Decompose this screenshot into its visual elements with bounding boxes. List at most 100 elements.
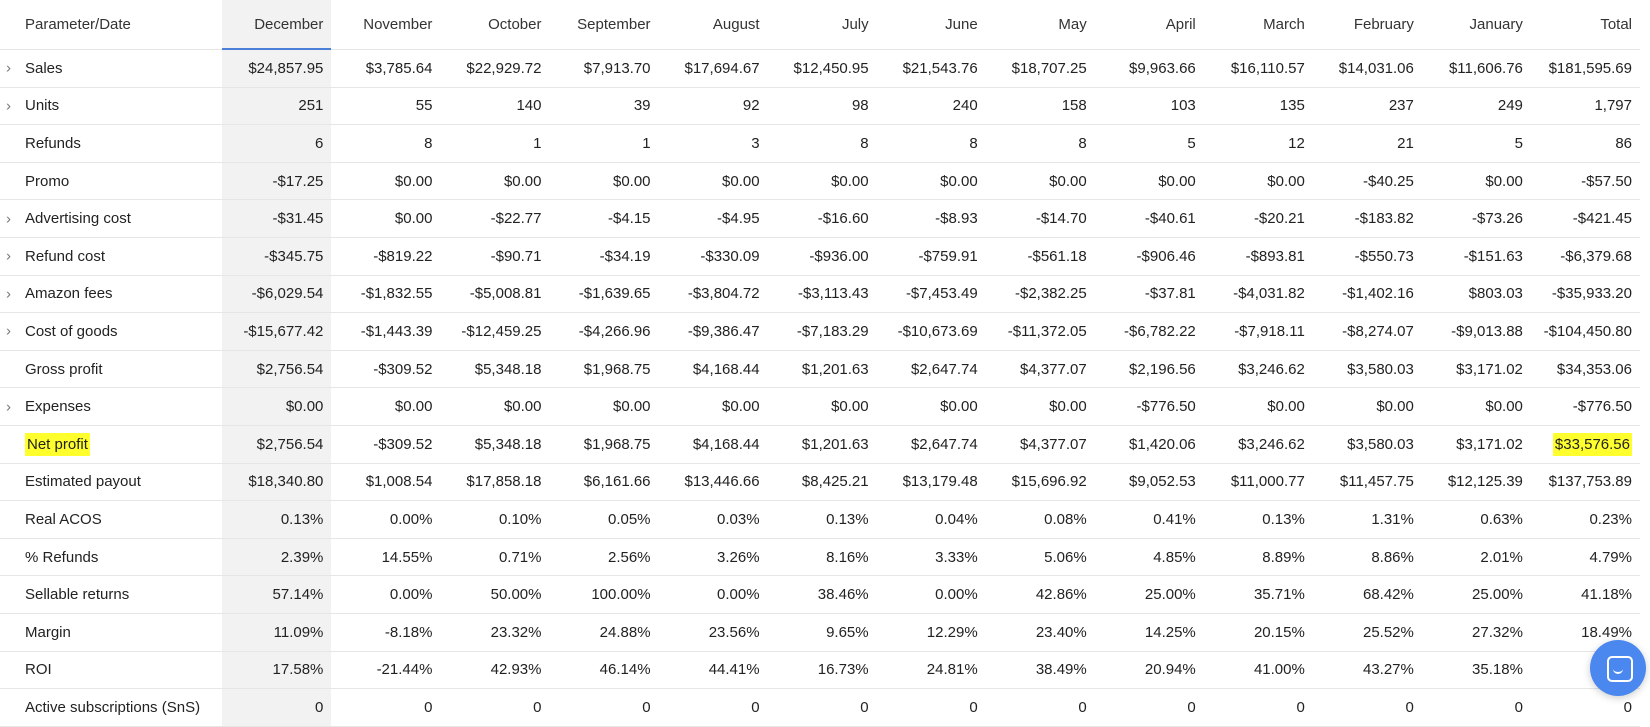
cell-value: -21.44% xyxy=(376,661,433,679)
cell-value: -$6,782.22 xyxy=(1124,322,1196,340)
cell-october: 0 xyxy=(440,688,550,727)
row-label-text: Active subscriptions (SnS) xyxy=(25,698,201,716)
cell-value: -$776.50 xyxy=(1136,398,1196,416)
row-label[interactable]: › Advertising cost xyxy=(0,199,223,238)
table-row-cost-of-goods[interactable]: › Cost of goods -$15,677.42 -$1,443.39 -$12,… xyxy=(0,312,1640,351)
column-header-january[interactable]: January xyxy=(1421,0,1531,50)
cell-february: 68.42% xyxy=(1312,575,1422,614)
cell-value: 3 xyxy=(751,134,760,152)
cell-february: $3,580.03 xyxy=(1312,350,1422,389)
cell-value: 38.49% xyxy=(1035,661,1087,679)
cell-value: -$3,804.72 xyxy=(687,285,760,303)
table-row-active-subscriptions-sns: Active subscriptions (SnS) 0 0 0 0 0 0 0 0 0 0 0 0 0 xyxy=(0,688,1640,727)
column-header-july[interactable]: July xyxy=(767,0,877,50)
cell-march: 8.89% xyxy=(1203,538,1313,577)
row-label[interactable]: › Expenses xyxy=(0,387,223,426)
cell-may: 38.49% xyxy=(985,651,1095,690)
cell-value: $6,161.66 xyxy=(583,473,651,491)
table-row-estimated-payout: Estimated payout $18,340.80 $1,008.54 $17,8… xyxy=(0,463,1640,502)
cell-august: $0.00 xyxy=(658,387,768,426)
cell-value: 158 xyxy=(1061,97,1087,115)
cell-value: $1,201.63 xyxy=(801,435,869,453)
row-label[interactable]: › Units xyxy=(0,87,223,126)
cell-value: -$15,677.42 xyxy=(243,322,324,340)
cell-total: $34,353.06 xyxy=(1530,350,1640,389)
cell-value: -$16.60 xyxy=(817,210,869,228)
cell-november: -$1,832.55 xyxy=(331,275,441,314)
cell-value: 98 xyxy=(851,97,869,115)
cell-value: 2.01% xyxy=(1480,548,1523,566)
table-row-expenses[interactable]: › Expenses $0.00 $0.00 $0.00 $0.00 $0.00 $0.00 $… xyxy=(0,387,1640,426)
cell-value: $0.00 xyxy=(612,398,651,416)
column-header-september[interactable]: September xyxy=(549,0,659,50)
table-row-units[interactable]: › Units 251 55 140 39 92 98 240 158 103 135 237 249 1,… xyxy=(0,87,1640,126)
cell-value: 20.15% xyxy=(1253,623,1305,641)
cell-value: 0 xyxy=(1187,698,1196,716)
cell-value: $9,052.53 xyxy=(1129,473,1196,491)
cell-february: 1.31% xyxy=(1312,500,1422,539)
cell-total: -$776.50 xyxy=(1530,387,1640,426)
cell-april: 103 xyxy=(1094,87,1204,126)
cell-may: 5.06% xyxy=(985,538,1095,577)
column-header-february[interactable]: February xyxy=(1312,0,1422,50)
row-label[interactable]: › Amazon fees xyxy=(0,275,223,314)
table-row-refund-cost[interactable]: › Refund cost -$345.75 -$819.22 -$90.71 -$34.… xyxy=(0,237,1640,276)
cell-value: $0.00 xyxy=(503,398,542,416)
table-row-amazon-fees[interactable]: › Amazon fees -$6,029.54 -$1,832.55 -$5,008.… xyxy=(0,275,1640,314)
table-row-advertising-cost[interactable]: › Advertising cost -$31.45 $0.00 -$22.77 -$4.… xyxy=(0,199,1640,238)
table-row-sales[interactable]: › Sales $24,857.95 $3,785.64 $22,929.72 $7,91… xyxy=(0,49,1640,88)
cell-value: 35.71% xyxy=(1253,586,1305,604)
cell-total: -$57.50 xyxy=(1530,162,1640,201)
column-header-october[interactable]: October xyxy=(440,0,550,50)
cell-june: 0.00% xyxy=(876,575,986,614)
cell-january: 0.63% xyxy=(1421,500,1531,539)
cell-january: $11,606.76 xyxy=(1421,49,1531,88)
column-header-june[interactable]: June xyxy=(876,0,986,50)
column-header-december[interactable]: December xyxy=(222,0,332,50)
cell-november: $1,008.54 xyxy=(331,463,441,502)
cell-may: $0.00 xyxy=(985,387,1095,426)
cell-august: 23.56% xyxy=(658,613,768,652)
cell-may: -$2,382.25 xyxy=(985,275,1095,314)
cell-march: $3,246.62 xyxy=(1203,425,1313,464)
chevron-right-icon[interactable]: › xyxy=(6,285,11,303)
cell-value: 5.06% xyxy=(1044,548,1087,566)
cell-value: 0 xyxy=(642,698,651,716)
row-label[interactable]: › Cost of goods xyxy=(0,312,223,351)
chevron-right-icon[interactable]: › xyxy=(6,210,11,228)
column-header-april[interactable]: April xyxy=(1094,0,1204,50)
cell-value: 0 xyxy=(424,698,433,716)
row-label[interactable]: › Refund cost xyxy=(0,237,223,276)
cell-march: $11,000.77 xyxy=(1203,463,1313,502)
cell-june: $21,543.76 xyxy=(876,49,986,88)
cell-value: $0.00 xyxy=(1049,398,1087,416)
cell-value: -$9,013.88 xyxy=(1451,322,1523,340)
chevron-right-icon[interactable]: › xyxy=(6,398,11,416)
cell-value: 46.14% xyxy=(599,661,651,679)
cell-value: 100.00% xyxy=(591,586,651,604)
column-header-november[interactable]: November xyxy=(331,0,441,50)
chat-button[interactable] xyxy=(1590,640,1646,696)
cell-november: -$309.52 xyxy=(331,350,441,389)
column-header-march[interactable]: March xyxy=(1203,0,1313,50)
column-header-total[interactable]: Total xyxy=(1530,0,1640,50)
cell-value: $3,580.03 xyxy=(1347,435,1414,453)
column-header-may[interactable]: May xyxy=(985,0,1095,50)
chevron-right-icon[interactable]: › xyxy=(6,247,11,265)
cell-april: $1,420.06 xyxy=(1094,425,1204,464)
chevron-right-icon[interactable]: › xyxy=(6,97,11,115)
cell-november: -$819.22 xyxy=(331,237,441,276)
chevron-right-icon[interactable]: › xyxy=(6,322,11,340)
row-label[interactable]: › Sales xyxy=(0,49,223,88)
cell-april: 14.25% xyxy=(1094,613,1204,652)
table-row-net-profit: Net profit $2,756.54 -$309.52 $5,348.18 $1,9… xyxy=(0,425,1640,464)
cell-april: -$40.61 xyxy=(1094,199,1204,238)
cell-value: 23.56% xyxy=(708,623,760,641)
cell-march: $0.00 xyxy=(1203,162,1313,201)
column-header-august[interactable]: August xyxy=(658,0,768,50)
cell-value: -$1,639.65 xyxy=(578,285,651,303)
cell-march: -$4,031.82 xyxy=(1203,275,1313,314)
cell-value: 68.42% xyxy=(1362,586,1414,604)
chevron-right-icon[interactable]: › xyxy=(6,59,11,77)
cell-january: 2.01% xyxy=(1421,538,1531,577)
